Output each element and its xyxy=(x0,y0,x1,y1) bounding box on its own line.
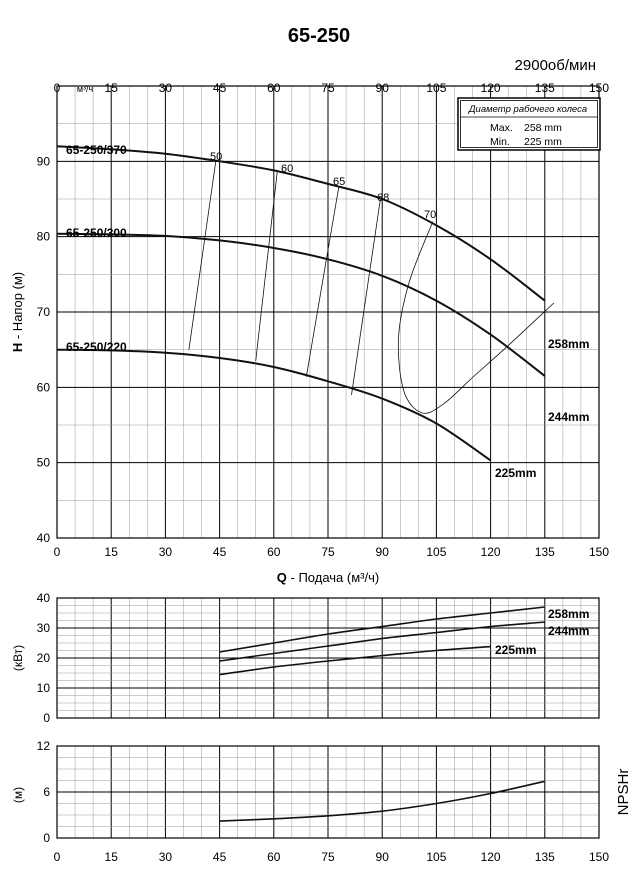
y-tick-label: 90 xyxy=(37,154,51,168)
efficiency-curve xyxy=(351,198,381,395)
efficiency-label: 68 xyxy=(377,192,389,204)
efficiency-curve xyxy=(397,221,555,414)
x-tick-label: 30 xyxy=(159,850,173,864)
head-curve-258mm xyxy=(56,145,546,302)
y-tick-label: 30 xyxy=(37,621,51,635)
top-axis-unit: м³/ч xyxy=(77,84,94,94)
y-tick-label: 70 xyxy=(37,305,51,319)
x-tick-label: 0 xyxy=(54,850,61,864)
x-axis-label: - Подача (м³/ч) xyxy=(287,570,379,585)
power-curve-258mm xyxy=(219,606,545,653)
head-curve-244mm xyxy=(56,232,546,377)
impeller-min-label: Min. xyxy=(490,136,510,148)
y-tick-label: 50 xyxy=(37,456,51,470)
x-tick-label: 15 xyxy=(105,545,119,559)
x-tick-label: 75 xyxy=(321,850,335,864)
x-tick-label: 75 xyxy=(321,545,335,559)
y-axis-title: H - Напор (м) xyxy=(10,272,25,352)
x-tick-label: 45 xyxy=(213,545,227,559)
chart-title: 65-250 xyxy=(288,25,350,47)
npsh-curve xyxy=(219,780,545,822)
top-x-tick-label: 135 xyxy=(535,81,555,95)
model-label: 65-250/300 xyxy=(66,226,127,240)
y-tick-label: 60 xyxy=(37,380,51,394)
top-x-tick-label: 105 xyxy=(426,81,446,95)
power-curve-225mm xyxy=(219,645,491,676)
x-tick-label: 120 xyxy=(481,850,501,864)
impeller-min-value: 225 mm xyxy=(524,136,562,148)
y-tick-label: 12 xyxy=(37,739,51,753)
y-tick-label: 10 xyxy=(37,681,51,695)
plot-frame xyxy=(56,745,600,839)
head-chart: 0 15 30 45 60 75 90 105 120 135 150 0 15 30 45 60 75 90 10… xyxy=(10,81,609,585)
x-tick-label: 30 xyxy=(159,545,173,559)
top-x-tick-label: 75 xyxy=(321,81,335,95)
efficiency-label: 70 xyxy=(424,209,436,221)
plot-frame xyxy=(56,85,600,539)
x-tick-label: 15 xyxy=(105,850,119,864)
y-axis-symbol: H xyxy=(10,343,25,352)
series-label: 244mm xyxy=(548,410,589,424)
top-x-tick-label: 90 xyxy=(376,81,390,95)
top-x-tick-label: 0 xyxy=(54,81,61,95)
y-tick-label: 40 xyxy=(37,591,51,605)
top-x-tick-label: 15 xyxy=(105,81,119,95)
power-curve-244mm xyxy=(219,621,545,662)
y-tick-label: 20 xyxy=(37,651,51,665)
speed-label: 2900об/мин xyxy=(515,57,596,74)
top-x-tick-label: 45 xyxy=(213,81,227,95)
top-x-tick-label: 60 xyxy=(267,81,281,95)
x-tick-label: 105 xyxy=(426,545,446,559)
npsh-side-label: NPSHr xyxy=(615,769,632,816)
x-tick-label: 90 xyxy=(376,545,390,559)
impeller-box-title: Диаметр рабочего колеса xyxy=(468,104,587,115)
efficiency-label: 50 xyxy=(210,151,222,163)
efficiency-label: 60 xyxy=(281,163,293,175)
impeller-max-label: Max. xyxy=(490,122,513,134)
efficiency-curve xyxy=(255,170,278,362)
efficiency-curve xyxy=(188,159,217,350)
series-label: 258mm xyxy=(548,337,589,351)
x-tick-label: 90 xyxy=(376,850,390,864)
series-label: 225mm xyxy=(495,643,536,657)
x-tick-label: 60 xyxy=(267,545,281,559)
plot-frame xyxy=(56,597,600,719)
x-tick-label: 120 xyxy=(481,545,501,559)
power-axis-title: (кВт) xyxy=(11,645,25,671)
x-tick-label: 0 xyxy=(54,545,61,559)
x-tick-label: 150 xyxy=(589,850,609,864)
model-label: 65-250/370 xyxy=(66,143,127,157)
series-label: 225mm xyxy=(495,466,536,480)
x-axis-title: Q - Подача (м³/ч) xyxy=(277,570,379,585)
top-x-tick-label: 30 xyxy=(159,81,173,95)
series-label: 258mm xyxy=(548,607,589,621)
impeller-max-value: 258 mm xyxy=(524,122,562,134)
npsh-chart: 0 15 30 45 60 75 90 105 120 135 150 0 6 12 (м) NPSHr xyxy=(11,739,632,864)
y-tick-label: 0 xyxy=(43,711,50,725)
x-tick-label: 45 xyxy=(213,850,227,864)
efficiency-label: 65 xyxy=(333,176,345,188)
model-label: 65-250/220 xyxy=(66,340,127,354)
x-tick-label: 135 xyxy=(535,850,555,864)
x-tick-label: 105 xyxy=(426,850,446,864)
x-tick-label: 150 xyxy=(589,545,609,559)
efficiency-curve xyxy=(305,186,340,377)
y-tick-label: 6 xyxy=(43,785,50,799)
npsh-axis-title: (м) xyxy=(11,787,25,803)
x-tick-label: 60 xyxy=(267,850,281,864)
x-tick-label: 135 xyxy=(535,545,555,559)
y-tick-label: 40 xyxy=(37,531,51,545)
head-curve-225mm xyxy=(56,348,492,462)
y-tick-label: 80 xyxy=(37,230,51,244)
impeller-diameter-box: Диаметр рабочего колеса Max. 258 mm Min.… xyxy=(457,97,601,151)
x-axis-symbol: Q xyxy=(277,570,287,585)
top-x-tick-label: 150 xyxy=(589,81,609,95)
top-x-tick-label: 120 xyxy=(481,81,501,95)
y-axis-label: - Напор (м) xyxy=(10,272,25,343)
power-chart: 0 10 20 30 40 (кВт) 258mm 244mm 225mm xyxy=(11,591,600,725)
series-label: 244mm xyxy=(548,624,589,638)
y-tick-label: 0 xyxy=(43,831,50,845)
